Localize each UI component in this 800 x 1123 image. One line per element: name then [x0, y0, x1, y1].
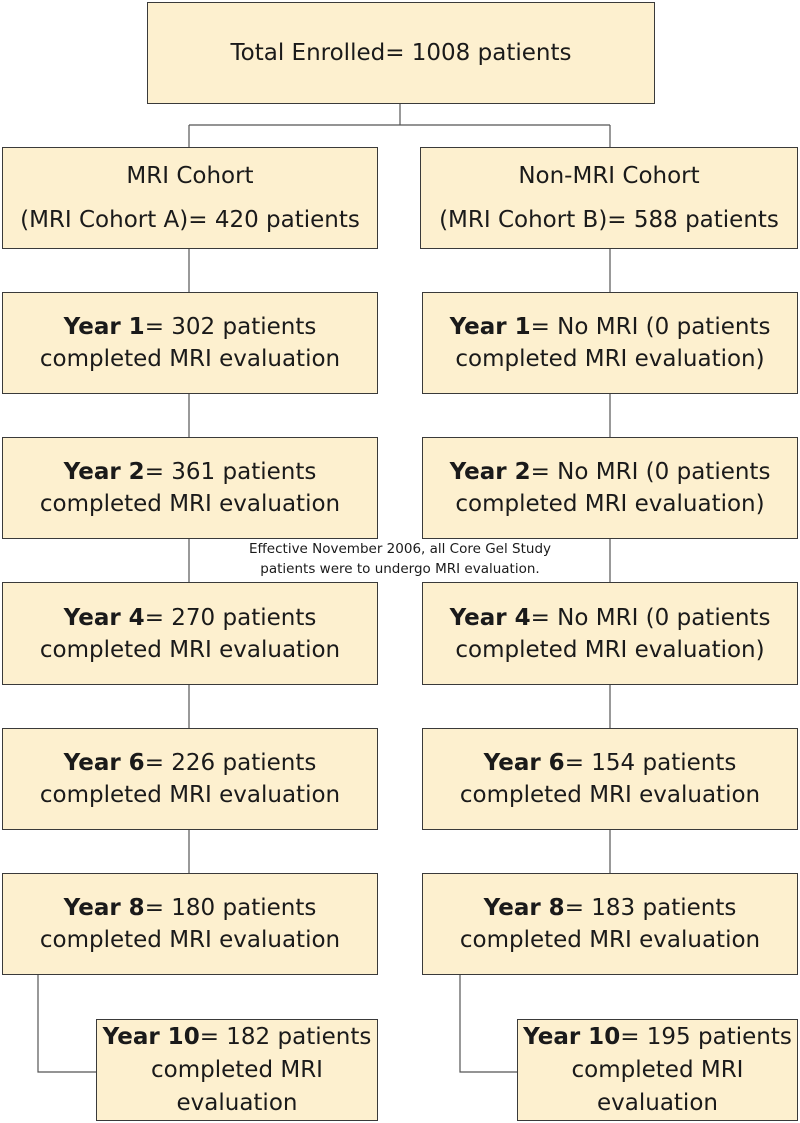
left-year10-desc-1: completed MRI	[151, 1056, 323, 1083]
right-year4-desc: completed MRI evaluation)	[455, 636, 765, 663]
left-year2-desc: completed MRI evaluation	[39, 491, 341, 517]
right-year1-count: = No MRI (0 patients	[530, 314, 771, 340]
left-year6-desc: completed MRI evaluation	[39, 782, 341, 808]
left-year1-box: Year 1= 302 patients completed MRI evalu…	[2, 292, 378, 394]
left-year8-count: = 180 patients	[144, 895, 317, 921]
left-year4-count: = 270 patients	[144, 604, 317, 631]
left-year10-count: = 182 patients	[199, 1023, 372, 1050]
right-year4-box: Year 4= No MRI (0 patients completed MRI…	[422, 582, 798, 685]
right-year6-label: Year 6	[483, 750, 565, 776]
left-year1-count: = 302 patients	[144, 314, 317, 340]
mri-cohort-count: (MRI Cohort A)= 420 patients	[20, 207, 360, 233]
right-year6-box: Year 6= 154 patients completed MRI evalu…	[422, 728, 798, 830]
total-enrolled-text: Total Enrolled= 1008 patients	[230, 40, 572, 66]
right-year10-desc-1: completed MRI	[571, 1056, 744, 1083]
right-year2-count: = No MRI (0 patients	[530, 459, 771, 485]
right-year10-count: = 195 patients	[620, 1023, 792, 1050]
mri-policy-note-line2: patients were to undergo MRI evaluation.	[260, 561, 540, 577]
right-year1-desc: completed MRI evaluation)	[455, 346, 765, 372]
non-mri-cohort-count: (MRI Cohort B)= 588 patients	[439, 207, 779, 233]
mri-policy-note: Effective November 2006, all Core Gel St…	[200, 539, 600, 579]
right-year2-label: Year 2	[449, 459, 531, 485]
left-year8-label: Year 8	[63, 895, 145, 921]
right-year6-count: = 154 patients	[564, 750, 737, 776]
right-year4-label: Year 4	[449, 604, 531, 631]
non-mri-cohort-title: Non-MRI Cohort	[518, 163, 700, 189]
right-year2-desc: completed MRI evaluation)	[455, 491, 765, 517]
left-year10-label: Year 10	[102, 1023, 200, 1050]
right-year4-count: = No MRI (0 patients	[530, 604, 771, 631]
left-year8-box: Year 8= 180 patients completed MRI evalu…	[2, 873, 378, 975]
right-year2-box: Year 2= No MRI (0 patients completed MRI…	[422, 437, 798, 539]
right-year1-box: Year 1= No MRI (0 patients completed MRI…	[422, 292, 798, 394]
left-year6-box: Year 6= 226 patients completed MRI evalu…	[2, 728, 378, 830]
left-year6-label: Year 6	[63, 750, 145, 776]
mri-policy-note-line1: Effective November 2006, all Core Gel St…	[248, 541, 552, 557]
left-year10-box: Year 10= 182 patients completed MRI eval…	[96, 1019, 378, 1121]
right-year1-label: Year 1	[449, 314, 531, 340]
right-year8-count: = 183 patients	[564, 895, 737, 921]
right-year8-box: Year 8= 183 patients completed MRI evalu…	[422, 873, 798, 975]
right-year10-label: Year 10	[523, 1023, 621, 1050]
left-year2-count: = 361 patients	[144, 459, 317, 485]
left-year8-desc: completed MRI evaluation	[39, 927, 341, 953]
left-year4-box: Year 4= 270 patients completed MRI evalu…	[2, 582, 378, 685]
mri-cohort-box: MRI Cohort (MRI Cohort A)= 420 patients	[2, 147, 378, 249]
left-year6-count: = 226 patients	[144, 750, 317, 776]
connector-right-6	[459, 975, 517, 1073]
left-year2-box: Year 2= 361 patients completed MRI evalu…	[2, 437, 378, 539]
right-year8-desc: completed MRI evaluation	[459, 927, 761, 953]
left-year2-label: Year 2	[63, 459, 145, 485]
right-year10-box: Year 10= 195 patients completed MRI eval…	[517, 1019, 798, 1121]
total-enrolled-box: Total Enrolled= 1008 patients	[147, 2, 655, 104]
right-year8-label: Year 8	[483, 895, 565, 921]
right-year6-desc: completed MRI evaluation	[459, 782, 761, 808]
left-year1-label: Year 1	[63, 314, 145, 340]
right-year10-desc-2: evaluation	[597, 1089, 718, 1116]
left-year4-desc: completed MRI evaluation	[39, 636, 341, 663]
mri-cohort-title: MRI Cohort	[126, 163, 254, 189]
left-year10-desc-2: evaluation	[176, 1089, 298, 1116]
connector-left-6	[37, 975, 96, 1073]
left-year1-desc: completed MRI evaluation	[39, 346, 341, 372]
non-mri-cohort-box: Non-MRI Cohort (MRI Cohort B)= 588 patie…	[420, 147, 798, 249]
left-year4-label: Year 4	[63, 604, 145, 631]
